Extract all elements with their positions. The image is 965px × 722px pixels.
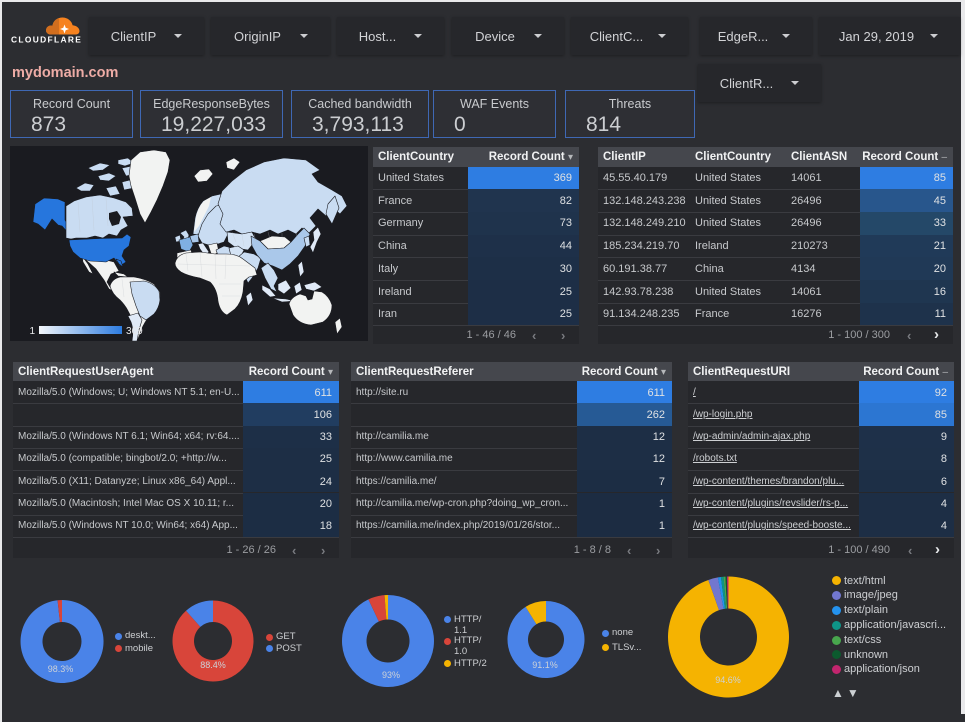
svg-text:369: 369 <box>126 326 143 337</box>
svg-text:CLOUDFLARE: CLOUDFLARE <box>11 35 82 45</box>
svg-text:1: 1 <box>29 326 35 337</box>
